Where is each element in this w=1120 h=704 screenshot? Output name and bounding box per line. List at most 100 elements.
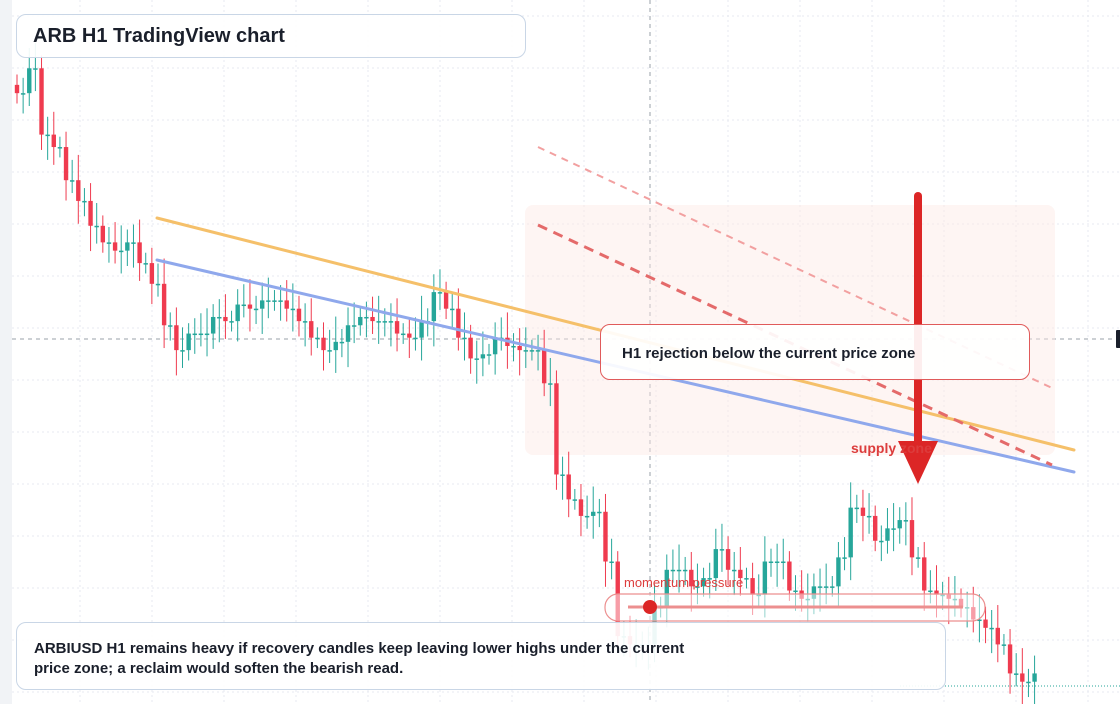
candle-down [934, 590, 939, 595]
candle-up [431, 292, 437, 322]
candle-up [492, 337, 498, 355]
candle-up [339, 341, 345, 344]
candle-down [468, 337, 473, 359]
candle-up [241, 304, 247, 307]
candle-down [554, 383, 559, 475]
candle-up [333, 341, 338, 351]
candle-up [1013, 673, 1019, 675]
candle-up [388, 321, 394, 323]
candle-down [284, 300, 289, 309]
candle-up [885, 528, 890, 541]
candle-down [137, 242, 142, 264]
candle-down [738, 569, 743, 579]
candle-up [836, 557, 841, 587]
candle-up [217, 316, 222, 319]
candle-up [278, 300, 283, 302]
candle-down [149, 263, 155, 284]
candle-up [548, 383, 553, 385]
candle-up [345, 325, 351, 342]
candle-up [597, 511, 602, 514]
candle-down [394, 321, 400, 334]
candle-up [781, 561, 786, 564]
candle-up [69, 180, 75, 182]
candle-down [223, 316, 228, 322]
candle-up [486, 354, 492, 356]
candle-down [456, 308, 461, 338]
analysis-note: ARBIUSD H1 remains heavy if recovery can… [16, 622, 946, 690]
candle-up [511, 345, 516, 348]
candle-down [983, 619, 988, 628]
candle-up [474, 358, 479, 360]
candle-down [922, 557, 927, 591]
candle-down [443, 292, 449, 309]
candle-down [578, 499, 584, 516]
candle-up [793, 590, 798, 593]
supply-zone-label: supply zone [851, 440, 932, 456]
candle-up [168, 325, 173, 327]
candle-up [977, 619, 982, 622]
analysis-note-text: ARBIUSD H1 remains heavy if recovery can… [34, 640, 685, 677]
candle-down [689, 569, 694, 587]
candle-up [682, 569, 688, 572]
candle-down [995, 627, 1000, 645]
candle-down [1007, 644, 1013, 674]
candle-up [131, 242, 136, 244]
momentum-knob [643, 600, 657, 614]
candle-up [670, 569, 676, 572]
candle-up [143, 263, 148, 265]
candle-up [33, 68, 38, 70]
projection-lower-dashed [537, 223, 1053, 467]
candle-down [407, 333, 412, 338]
candle-up [572, 499, 578, 501]
candle-down [725, 549, 731, 570]
candle-up [450, 308, 455, 311]
candle-down [174, 325, 179, 351]
candle-down [296, 308, 302, 322]
candle-up [879, 540, 884, 543]
candle-down [100, 225, 106, 243]
candle-down [63, 147, 69, 181]
candle-up [229, 321, 234, 323]
candle-up [854, 507, 860, 510]
candle-up [928, 590, 933, 593]
candle-up [180, 350, 185, 352]
candle-up [419, 321, 424, 338]
candle-down [873, 515, 878, 541]
candle-up [768, 561, 774, 564]
candle-up [480, 354, 486, 359]
candle-up [811, 586, 817, 599]
candle-up [732, 569, 737, 572]
candle-up [94, 225, 99, 228]
candle-up [701, 578, 706, 587]
candle-up [866, 515, 872, 518]
chart-title: ARB H1 TradingView chart [33, 25, 285, 47]
candle-up [1026, 681, 1031, 684]
candle-up [529, 350, 535, 352]
candle-up [774, 561, 780, 564]
candle-up [272, 300, 277, 302]
candle-down [750, 578, 755, 595]
candle-down [321, 337, 326, 351]
candle-up [57, 147, 63, 149]
candle-up [462, 337, 467, 340]
rejection-callout: H1 rejection below the current price zon… [600, 324, 1030, 380]
candle-up [695, 586, 700, 588]
candle-up [1001, 644, 1007, 646]
price-scale-strip [0, 0, 12, 704]
candle-up [290, 308, 296, 311]
candle-up [315, 337, 320, 340]
candle-up [664, 569, 669, 608]
candle-up [897, 520, 902, 529]
candle-up [609, 561, 614, 564]
chart-title-card: ARB H1 TradingView chart [16, 14, 526, 58]
candle-up [584, 515, 590, 518]
candle-up [560, 474, 565, 476]
candle-up [989, 627, 994, 630]
candle-up [842, 557, 847, 559]
candle-down [517, 345, 522, 351]
candle-up [210, 316, 216, 334]
candle-down [88, 200, 93, 226]
momentum-pressure-label: momentum pressure [624, 575, 743, 590]
candle-up [106, 242, 112, 244]
